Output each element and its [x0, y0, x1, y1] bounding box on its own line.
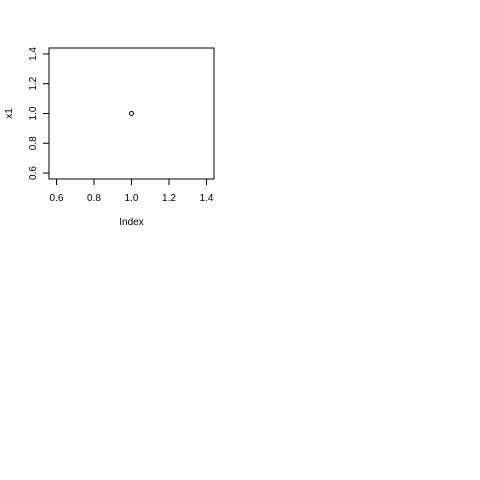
plot-frame	[48, 47, 215, 180]
x-tick-label: 1.0	[125, 193, 139, 204]
y-tick-label: 0.8	[28, 136, 39, 150]
y-tick-label: 0.6	[28, 166, 39, 180]
x-axis-title: Index	[119, 217, 143, 228]
y-tick-label: 1.2	[28, 76, 39, 90]
y-axis: 0.6 0.8 1.0 1.2 1.4	[28, 47, 50, 180]
x-tick-label: 0.6	[50, 193, 64, 204]
data-points	[129, 111, 134, 116]
y-tick-label: 1.4	[28, 47, 39, 61]
data-point	[129, 111, 134, 116]
x-tick-label: 1.2	[162, 193, 176, 204]
x-tick-label: 1.4	[200, 193, 214, 204]
y-tick-label: 1.0	[28, 106, 39, 120]
x-axis: 0.6 0.8 1.0 1.2 1.4	[50, 178, 214, 204]
y-axis-title: x1	[4, 108, 15, 119]
x-tick-label: 0.8	[87, 193, 101, 204]
